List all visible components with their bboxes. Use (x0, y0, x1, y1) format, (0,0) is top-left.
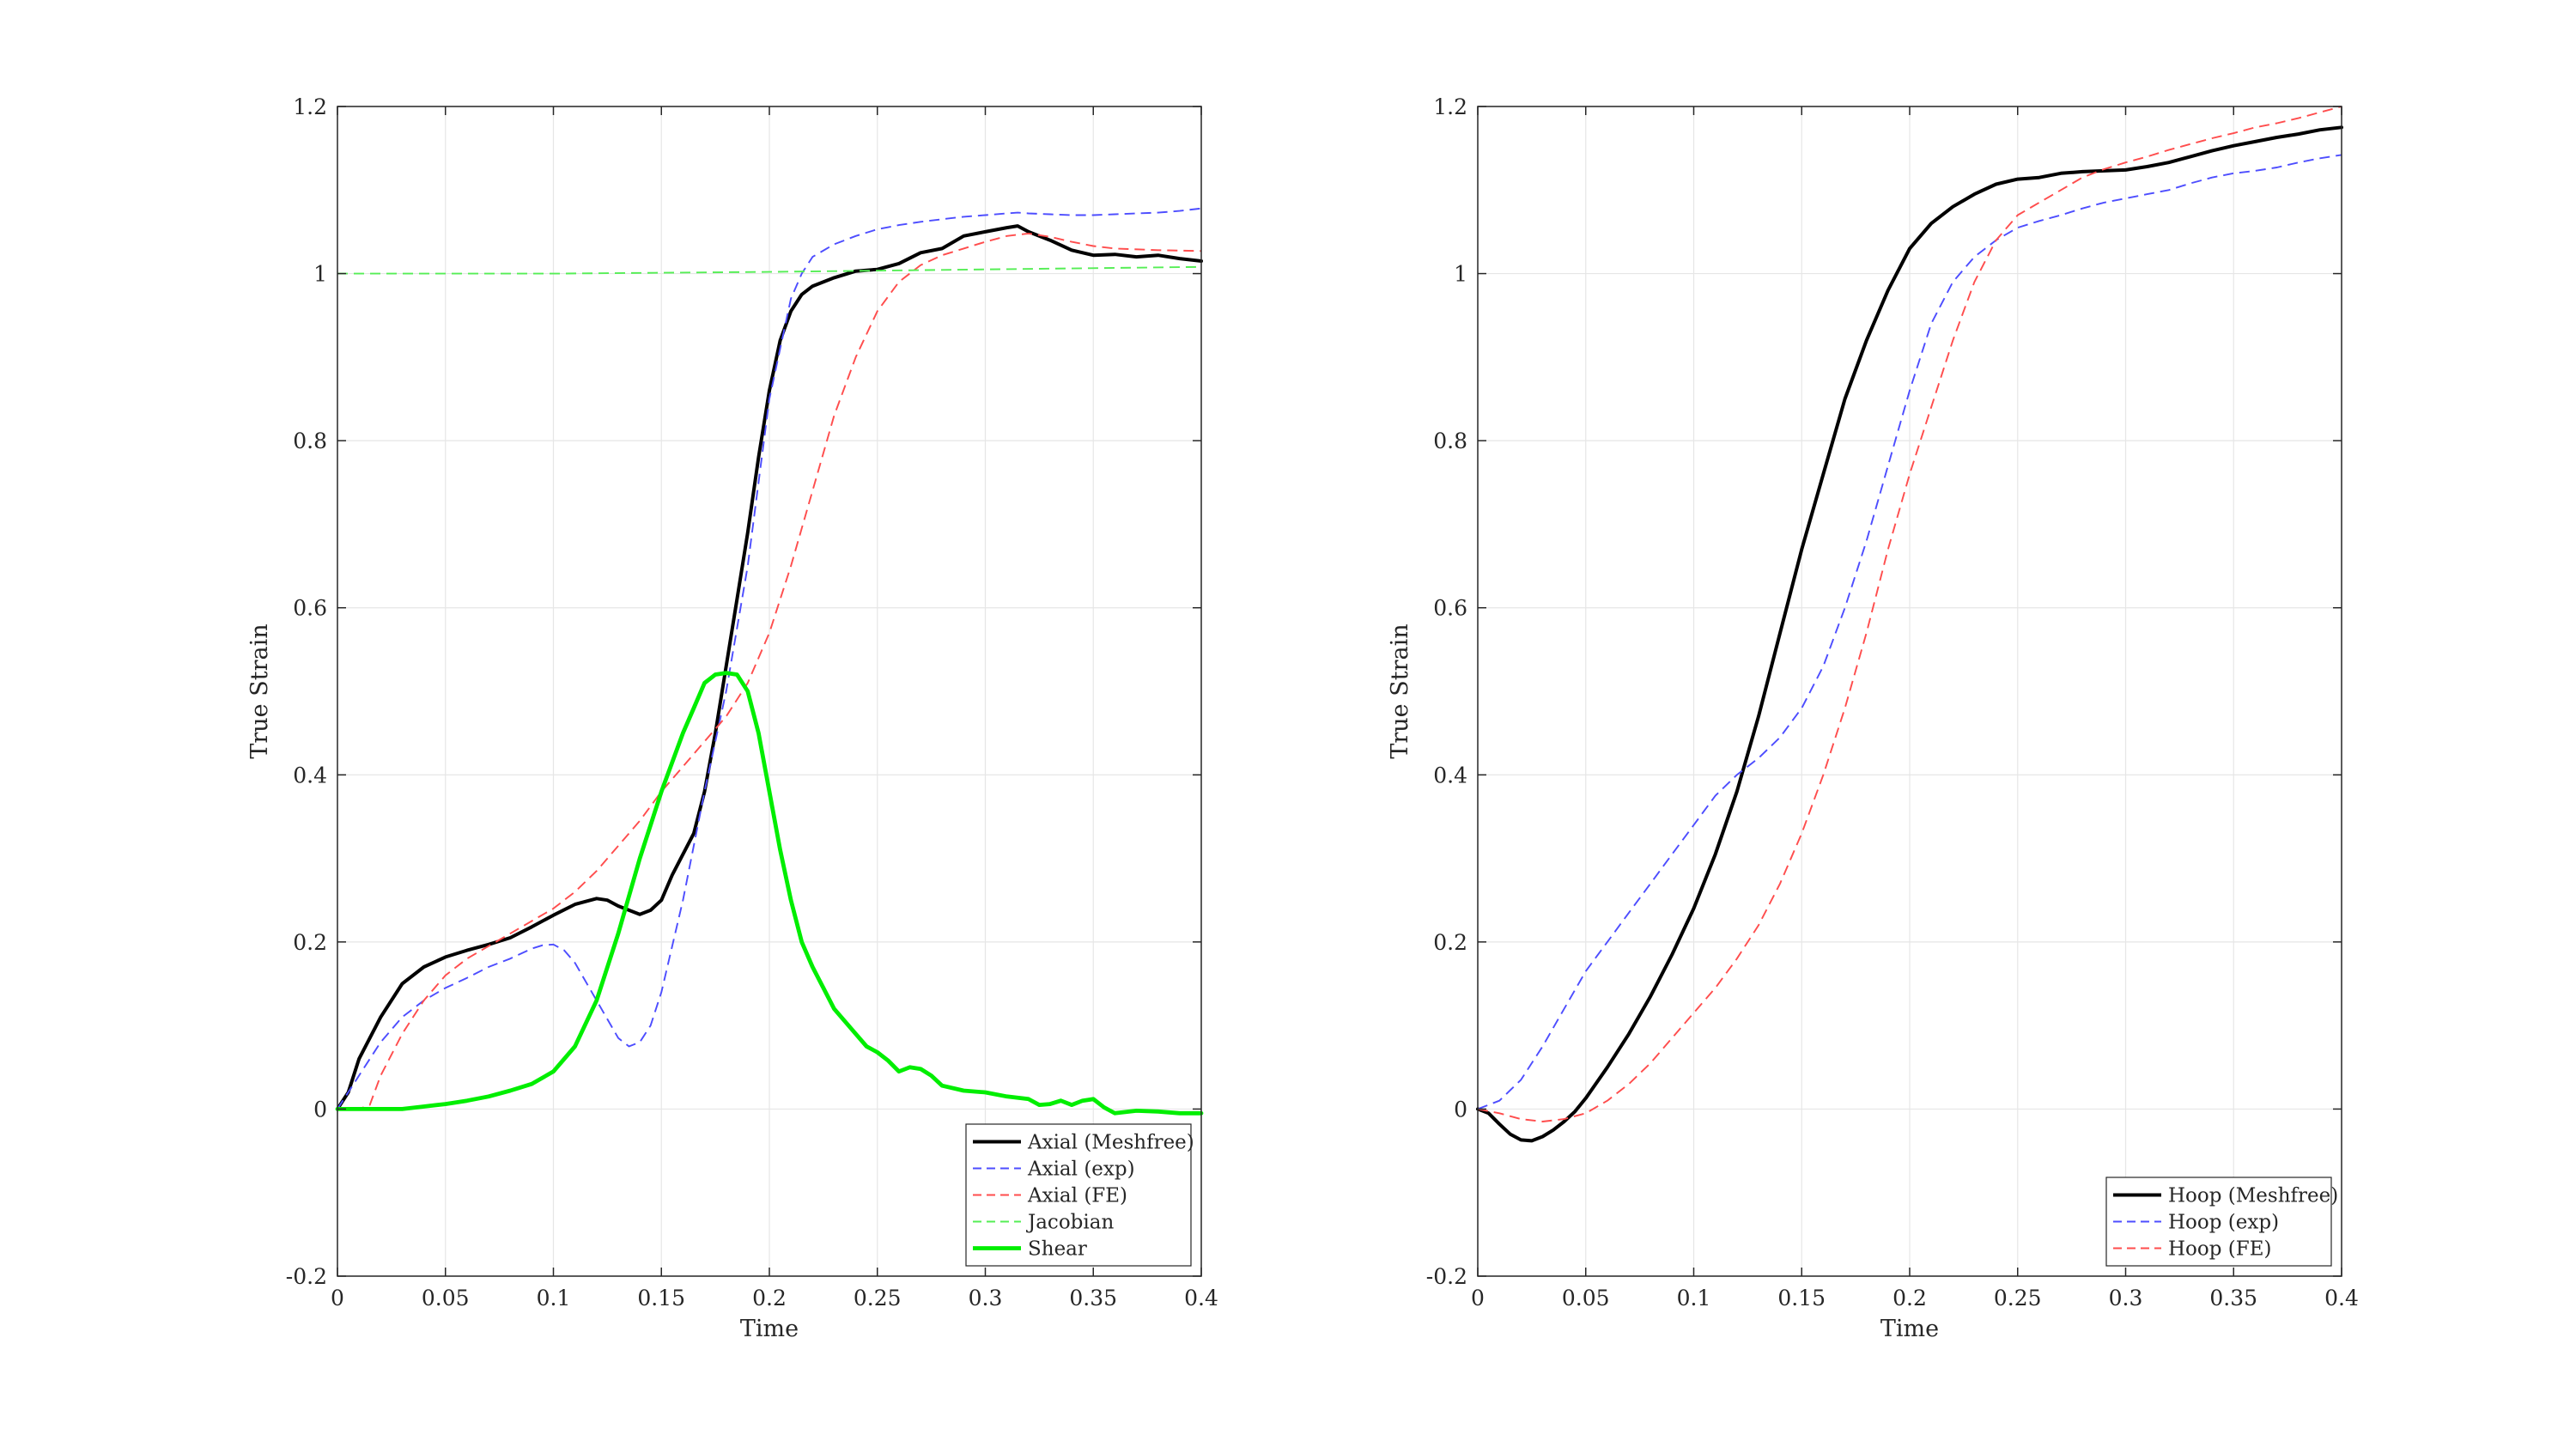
legend: Axial (Meshfree) Axial (exp) Axial (FE) Jac… (965, 1123, 1194, 1267)
y-tick-label: 0 (313, 1097, 327, 1122)
x-tick-label: 0.25 (1994, 1286, 2042, 1310)
x-tick-label: 0.35 (2209, 1286, 2257, 1310)
hoop-strain-chart: 0 0.05 0.1 0.15 0.2 0.25 0.3 0.35 0.4 -0.200.20.… (1387, 94, 2359, 1342)
x-tick-label: 0.05 (1562, 1286, 1610, 1310)
axial-strain-chart: 0 0.05 0.1 0.15 0.2 0.25 0.3 0.35 0.4 -0.200.20.… (246, 94, 1218, 1342)
y-tick-label: 0.8 (293, 429, 327, 453)
y-tick-label: 0.6 (293, 596, 327, 621)
x-tick-label: 0.4 (1184, 1286, 1218, 1310)
x-tick-labels: 0 0.05 0.1 0.15 0.2 0.25 0.3 0.35 0.4 (1471, 1286, 2359, 1310)
legend-entry-2: Hoop (FE) (2168, 1238, 2271, 1261)
x-tick-label: 0.4 (2324, 1286, 2359, 1310)
y-tick-label: 0.8 (1433, 429, 1467, 453)
y-tick-label: -0.2 (1426, 1264, 1467, 1289)
y-tick-labels: -0.2 0 0.2 0.4 0.6 0.8 1 1.2 (1426, 94, 1467, 1289)
series-lines (335, 207, 1204, 1116)
series-line-2 (1477, 106, 2342, 1122)
x-axis-label: Time (1880, 1316, 1939, 1342)
x-axis-label: Time (740, 1316, 799, 1342)
x-tick-label: 0.15 (1777, 1286, 1826, 1310)
series-line-3 (337, 265, 1202, 275)
series-line-2 (337, 232, 1202, 1110)
x-tick-label: 0.2 (752, 1286, 787, 1310)
legend-entry-1: Axial (exp) (1027, 1158, 1135, 1181)
y-tick-label: 1.2 (1433, 94, 1467, 119)
legend: Hoop (Meshfree) Hoop (exp) Hoop (FE) (2105, 1177, 2338, 1267)
x-tick-label: 0.1 (537, 1286, 571, 1310)
y-tick-label: 0.2 (1433, 930, 1467, 955)
y-tick-labels: -0.2 0 0.2 0.4 0.6 0.8 1 1.2 (286, 94, 327, 1289)
x-tick-label: 0 (331, 1286, 344, 1310)
x-tick-label: 0 (1471, 1286, 1485, 1310)
series-line-4 (335, 671, 1204, 1116)
tick-marks (1477, 106, 2342, 1277)
x-tick-labels: 0 0.05 0.1 0.15 0.2 0.25 0.3 0.35 0.4 (331, 1286, 1218, 1310)
y-tick-label: 0 (1454, 1097, 1467, 1122)
y-tick-label: 0.6 (1433, 596, 1467, 621)
legend-entry-2: Axial (FE) (1027, 1185, 1127, 1207)
tick-marks (337, 106, 1202, 1277)
x-tick-label: 0.05 (422, 1286, 470, 1310)
x-tick-label: 0.2 (1893, 1286, 1927, 1310)
y-tick-label: 1 (313, 262, 327, 287)
legend-entry-4: Shear (1028, 1238, 1087, 1261)
legend-entry-0: Hoop (Meshfree) (2168, 1185, 2338, 1207)
y-tick-label: 0.4 (293, 763, 327, 787)
y-tick-label: 1 (1454, 262, 1467, 287)
series-line-0 (1476, 125, 2343, 1143)
x-tick-label: 0.1 (1677, 1286, 1711, 1310)
series-line-1 (1477, 154, 2342, 1110)
series-lines (1476, 106, 2343, 1143)
x-tick-label: 0.3 (969, 1286, 1003, 1310)
y-tick-label: 0.4 (1433, 763, 1467, 787)
y-tick-label: 1.2 (293, 94, 327, 119)
legend-box (2105, 1177, 2332, 1267)
legend-entry-0: Axial (Meshfree) (1027, 1132, 1194, 1154)
series-line-0 (336, 224, 1203, 1111)
series-line-1 (337, 207, 1202, 1110)
x-tick-label: 0.15 (637, 1286, 685, 1310)
legend-entry-3: Jacobian (1026, 1212, 1114, 1234)
y-axis-label: True Strain (246, 623, 273, 758)
x-tick-label: 0.35 (1069, 1286, 1117, 1310)
legend-entry-1: Hoop (exp) (2168, 1212, 2279, 1234)
y-tick-label: -0.2 (286, 1264, 327, 1289)
x-tick-label: 0.3 (2109, 1286, 2143, 1310)
y-axis-label: True Strain (1387, 623, 1413, 758)
x-tick-label: 0.25 (854, 1286, 902, 1310)
y-tick-label: 0.2 (293, 930, 327, 955)
